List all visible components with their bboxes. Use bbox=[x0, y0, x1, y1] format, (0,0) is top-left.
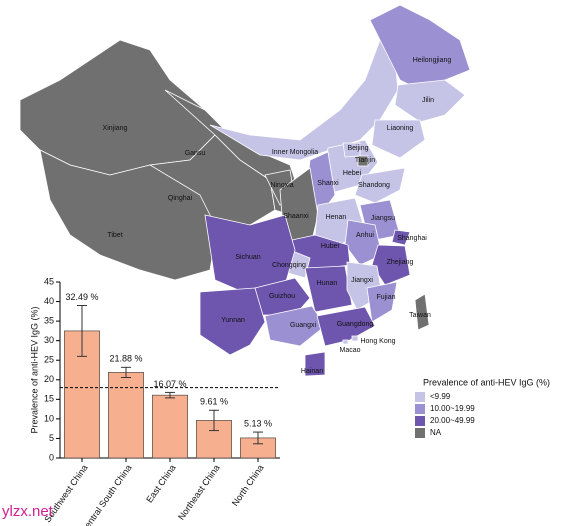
province-label: Sichuan bbox=[235, 254, 260, 261]
province bbox=[394, 79, 466, 123]
province bbox=[209, 39, 399, 161]
province bbox=[351, 335, 359, 342]
province bbox=[366, 281, 398, 323]
province-label: Hong Kong bbox=[360, 338, 395, 345]
y-tick-label: 25 bbox=[44, 355, 54, 365]
legend-label: 10.00~19.99 bbox=[430, 404, 475, 413]
province bbox=[204, 214, 296, 296]
bar bbox=[152, 394, 188, 459]
y-tick-label: 5 bbox=[49, 433, 54, 443]
province-label: Hunan bbox=[317, 280, 338, 287]
province-label: Guizhou bbox=[269, 293, 295, 300]
province-label: Hebei bbox=[343, 170, 362, 177]
province-label: Inner Mongolia bbox=[272, 149, 318, 156]
y-tick-label: 0 bbox=[49, 452, 54, 462]
x-tick-label: North China bbox=[230, 463, 266, 508]
province-label: Jiangxi bbox=[351, 277, 373, 284]
province-label: Hubei bbox=[321, 243, 340, 250]
province-label: Shanxi bbox=[317, 180, 339, 187]
legend-swatch bbox=[415, 392, 425, 402]
value-label: 32.49 % bbox=[65, 292, 98, 302]
province-label: Tibet bbox=[107, 232, 122, 239]
legend-label: 20.00~49.99 bbox=[430, 416, 475, 425]
province-label: Guangxi bbox=[290, 322, 317, 329]
province bbox=[304, 351, 326, 377]
y-tick-label: 40 bbox=[44, 296, 54, 306]
province bbox=[371, 119, 426, 159]
province-label: Jilin bbox=[422, 97, 434, 104]
province bbox=[264, 305, 326, 347]
province-label: Anhui bbox=[356, 232, 374, 239]
legend-swatch bbox=[415, 404, 425, 414]
province-label: Ningxia bbox=[270, 182, 293, 189]
province-label: Zhejiang bbox=[387, 259, 414, 266]
x-tick-label: Central South China bbox=[79, 463, 134, 526]
province-label: Fujian bbox=[376, 294, 395, 301]
province-label: Macao bbox=[339, 347, 360, 354]
province-label: Jiangsu bbox=[371, 215, 395, 222]
map: Xinjiang Tibet Qinghai Gansu Inner Mongolia H… bbox=[19, 4, 550, 438]
province bbox=[304, 265, 353, 313]
province-label: Beijing bbox=[347, 145, 368, 152]
legend-swatch bbox=[415, 416, 425, 426]
province bbox=[316, 306, 376, 347]
province-label: Guangdong bbox=[337, 321, 374, 328]
value-label: 16.07 % bbox=[153, 379, 186, 389]
y-tick-label: 10 bbox=[44, 413, 54, 423]
legend-title: Prevalence of anti-HEV IgG (%) bbox=[423, 377, 550, 387]
x-tick-label: Northeast China bbox=[176, 463, 222, 522]
value-label: 21.88 % bbox=[109, 354, 142, 364]
province-label: Qinghai bbox=[168, 195, 193, 202]
y-tick-label: 15 bbox=[44, 394, 54, 404]
province-label: Gansu bbox=[185, 150, 206, 157]
legend-label: NA bbox=[430, 428, 442, 437]
province bbox=[199, 287, 266, 356]
province-label: Shaanxi bbox=[283, 213, 309, 220]
province bbox=[354, 167, 406, 204]
province-label: Tianjin bbox=[355, 157, 375, 164]
province-label: Xinjiang bbox=[103, 125, 128, 132]
province-label: Shandong bbox=[358, 182, 390, 189]
province-label: Yunnan bbox=[221, 317, 245, 324]
y-tick-label: 35 bbox=[44, 315, 54, 325]
province bbox=[369, 4, 471, 91]
province bbox=[342, 339, 349, 345]
x-tick-label: East China bbox=[144, 463, 177, 505]
province-label: Shanghai bbox=[397, 235, 427, 242]
province bbox=[371, 244, 411, 286]
province-label: Liaoning bbox=[387, 125, 414, 132]
province-label: Taiwan bbox=[409, 312, 431, 319]
y-tick-label: 45 bbox=[44, 276, 54, 286]
bar bbox=[108, 372, 144, 459]
province bbox=[344, 219, 383, 266]
province bbox=[414, 293, 430, 331]
legend-label: <9.99 bbox=[430, 392, 451, 401]
province-label: Heilongjiang bbox=[413, 57, 452, 64]
y-axis-label: Prevalence of anti-HEV IgG (%) bbox=[29, 306, 39, 433]
province-label: Henan bbox=[326, 214, 347, 221]
province bbox=[357, 155, 369, 167]
province-label: Chongqing bbox=[272, 262, 306, 269]
watermark: ylzx.net bbox=[2, 503, 54, 520]
province-label: Hainan bbox=[301, 368, 323, 375]
y-tick-label: 30 bbox=[44, 335, 54, 345]
value-label: 9.61 % bbox=[200, 397, 228, 407]
legend-swatch bbox=[415, 428, 425, 438]
value-label: 5.13 % bbox=[244, 418, 272, 428]
y-tick-label: 20 bbox=[44, 374, 54, 384]
province bbox=[391, 229, 411, 246]
